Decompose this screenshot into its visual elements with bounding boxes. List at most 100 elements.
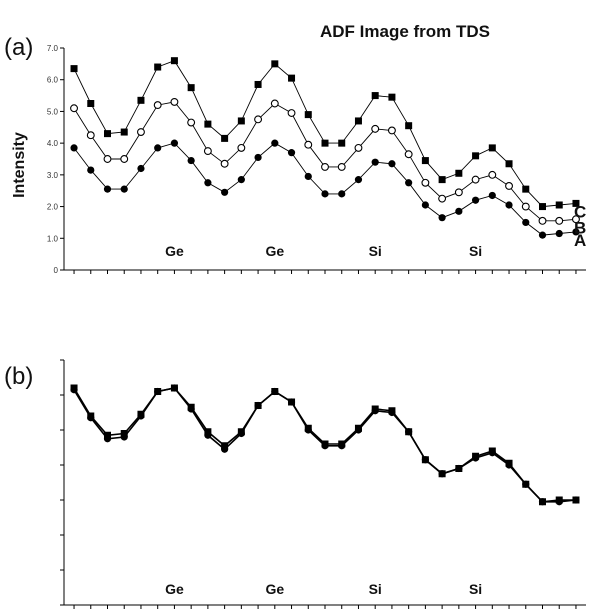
series-markers-2 xyxy=(70,384,580,506)
data-point xyxy=(388,408,396,417)
data-point xyxy=(438,176,446,184)
data-point xyxy=(371,92,379,100)
data-point xyxy=(254,80,262,88)
annotation-label: Ge xyxy=(165,581,184,597)
data-point xyxy=(538,216,547,225)
data-point xyxy=(455,464,463,473)
data-point xyxy=(221,134,229,142)
data-point xyxy=(539,203,546,211)
annotation-label: Ge xyxy=(165,243,184,259)
annotation-label: Si xyxy=(369,243,382,259)
y-axis-label: Intensity xyxy=(11,132,28,198)
data-point xyxy=(170,57,178,65)
data-point xyxy=(405,122,413,130)
data-point xyxy=(204,179,212,187)
data-point xyxy=(154,144,162,152)
data-point xyxy=(287,109,296,117)
data-point xyxy=(237,117,245,125)
series-label-A: A xyxy=(574,231,586,250)
data-point xyxy=(288,74,296,82)
data-point xyxy=(505,160,513,168)
data-point xyxy=(87,414,95,422)
data-point xyxy=(471,175,480,184)
data-point xyxy=(103,435,112,443)
data-point xyxy=(221,188,229,196)
data-point xyxy=(170,139,179,147)
annotation-label: Si xyxy=(369,581,382,597)
data-point xyxy=(221,445,229,453)
data-point xyxy=(304,111,312,119)
data-point xyxy=(405,428,413,436)
data-point xyxy=(70,104,78,113)
annotation-label: Si xyxy=(469,243,482,259)
data-point xyxy=(187,118,196,127)
data-point xyxy=(388,160,396,168)
annotation-label: Ge xyxy=(265,581,284,597)
y-tick-label: 0 xyxy=(54,266,59,275)
data-point xyxy=(421,178,430,187)
data-point xyxy=(572,199,580,207)
series-markers-B xyxy=(70,97,580,225)
series-label-C: C xyxy=(574,202,586,221)
annotation-label: Ge xyxy=(265,243,284,259)
data-point xyxy=(86,131,95,140)
data-point xyxy=(454,188,463,197)
data-point xyxy=(254,401,262,410)
y-tick-label: 6.0 xyxy=(47,76,59,85)
data-point xyxy=(187,405,195,413)
data-point xyxy=(404,150,413,159)
data-point xyxy=(103,155,112,163)
data-point xyxy=(521,202,530,211)
data-point xyxy=(187,156,195,165)
data-point xyxy=(187,84,195,92)
data-point xyxy=(321,162,329,171)
y-tick-label: 4.0 xyxy=(47,139,59,148)
axes-a: 0 1.0 2.0 3.0 4.0 5.0 6.0 7.0 xyxy=(47,44,586,275)
data-point xyxy=(154,387,162,396)
data-point xyxy=(421,201,429,209)
data-point xyxy=(555,229,563,238)
data-point xyxy=(522,185,530,193)
data-point xyxy=(488,449,496,457)
series-markers-a xyxy=(70,57,580,239)
data-point xyxy=(254,153,262,162)
data-point xyxy=(522,480,530,488)
data-point xyxy=(271,60,279,68)
data-point xyxy=(70,144,78,152)
series-markers-b xyxy=(70,384,580,506)
data-point xyxy=(572,215,580,224)
data-point xyxy=(321,442,329,450)
series-line-C xyxy=(73,60,577,208)
data-point xyxy=(237,429,245,438)
data-point xyxy=(405,179,413,187)
axes-b xyxy=(60,359,586,609)
y-tick-label: 5.0 xyxy=(47,107,59,116)
data-point xyxy=(488,144,496,152)
data-point xyxy=(154,63,162,71)
data-point xyxy=(287,398,296,406)
data-point xyxy=(271,387,279,396)
series-lines-a xyxy=(73,60,577,236)
data-point xyxy=(354,176,363,184)
data-point xyxy=(371,124,380,133)
data-point xyxy=(87,166,95,174)
series-markers-C xyxy=(70,57,580,211)
data-point xyxy=(70,65,78,73)
data-point xyxy=(254,115,263,124)
data-point xyxy=(471,454,480,462)
series-label-B: B xyxy=(574,218,586,237)
data-point xyxy=(338,442,346,450)
panel-label-b: (b) xyxy=(4,363,33,390)
panel-label-a: (a) xyxy=(4,34,33,61)
chart-title: ADF Image from TDS xyxy=(320,22,490,41)
data-point xyxy=(137,164,145,173)
annotations-a: Ge Ge Si Si xyxy=(165,243,482,259)
annotation-label: Si xyxy=(469,581,482,597)
data-point xyxy=(505,182,513,190)
data-point xyxy=(555,201,563,209)
data-point xyxy=(538,231,547,239)
series-line-B xyxy=(73,101,577,222)
data-point xyxy=(421,157,429,165)
data-point xyxy=(137,128,145,136)
data-point xyxy=(538,498,547,506)
